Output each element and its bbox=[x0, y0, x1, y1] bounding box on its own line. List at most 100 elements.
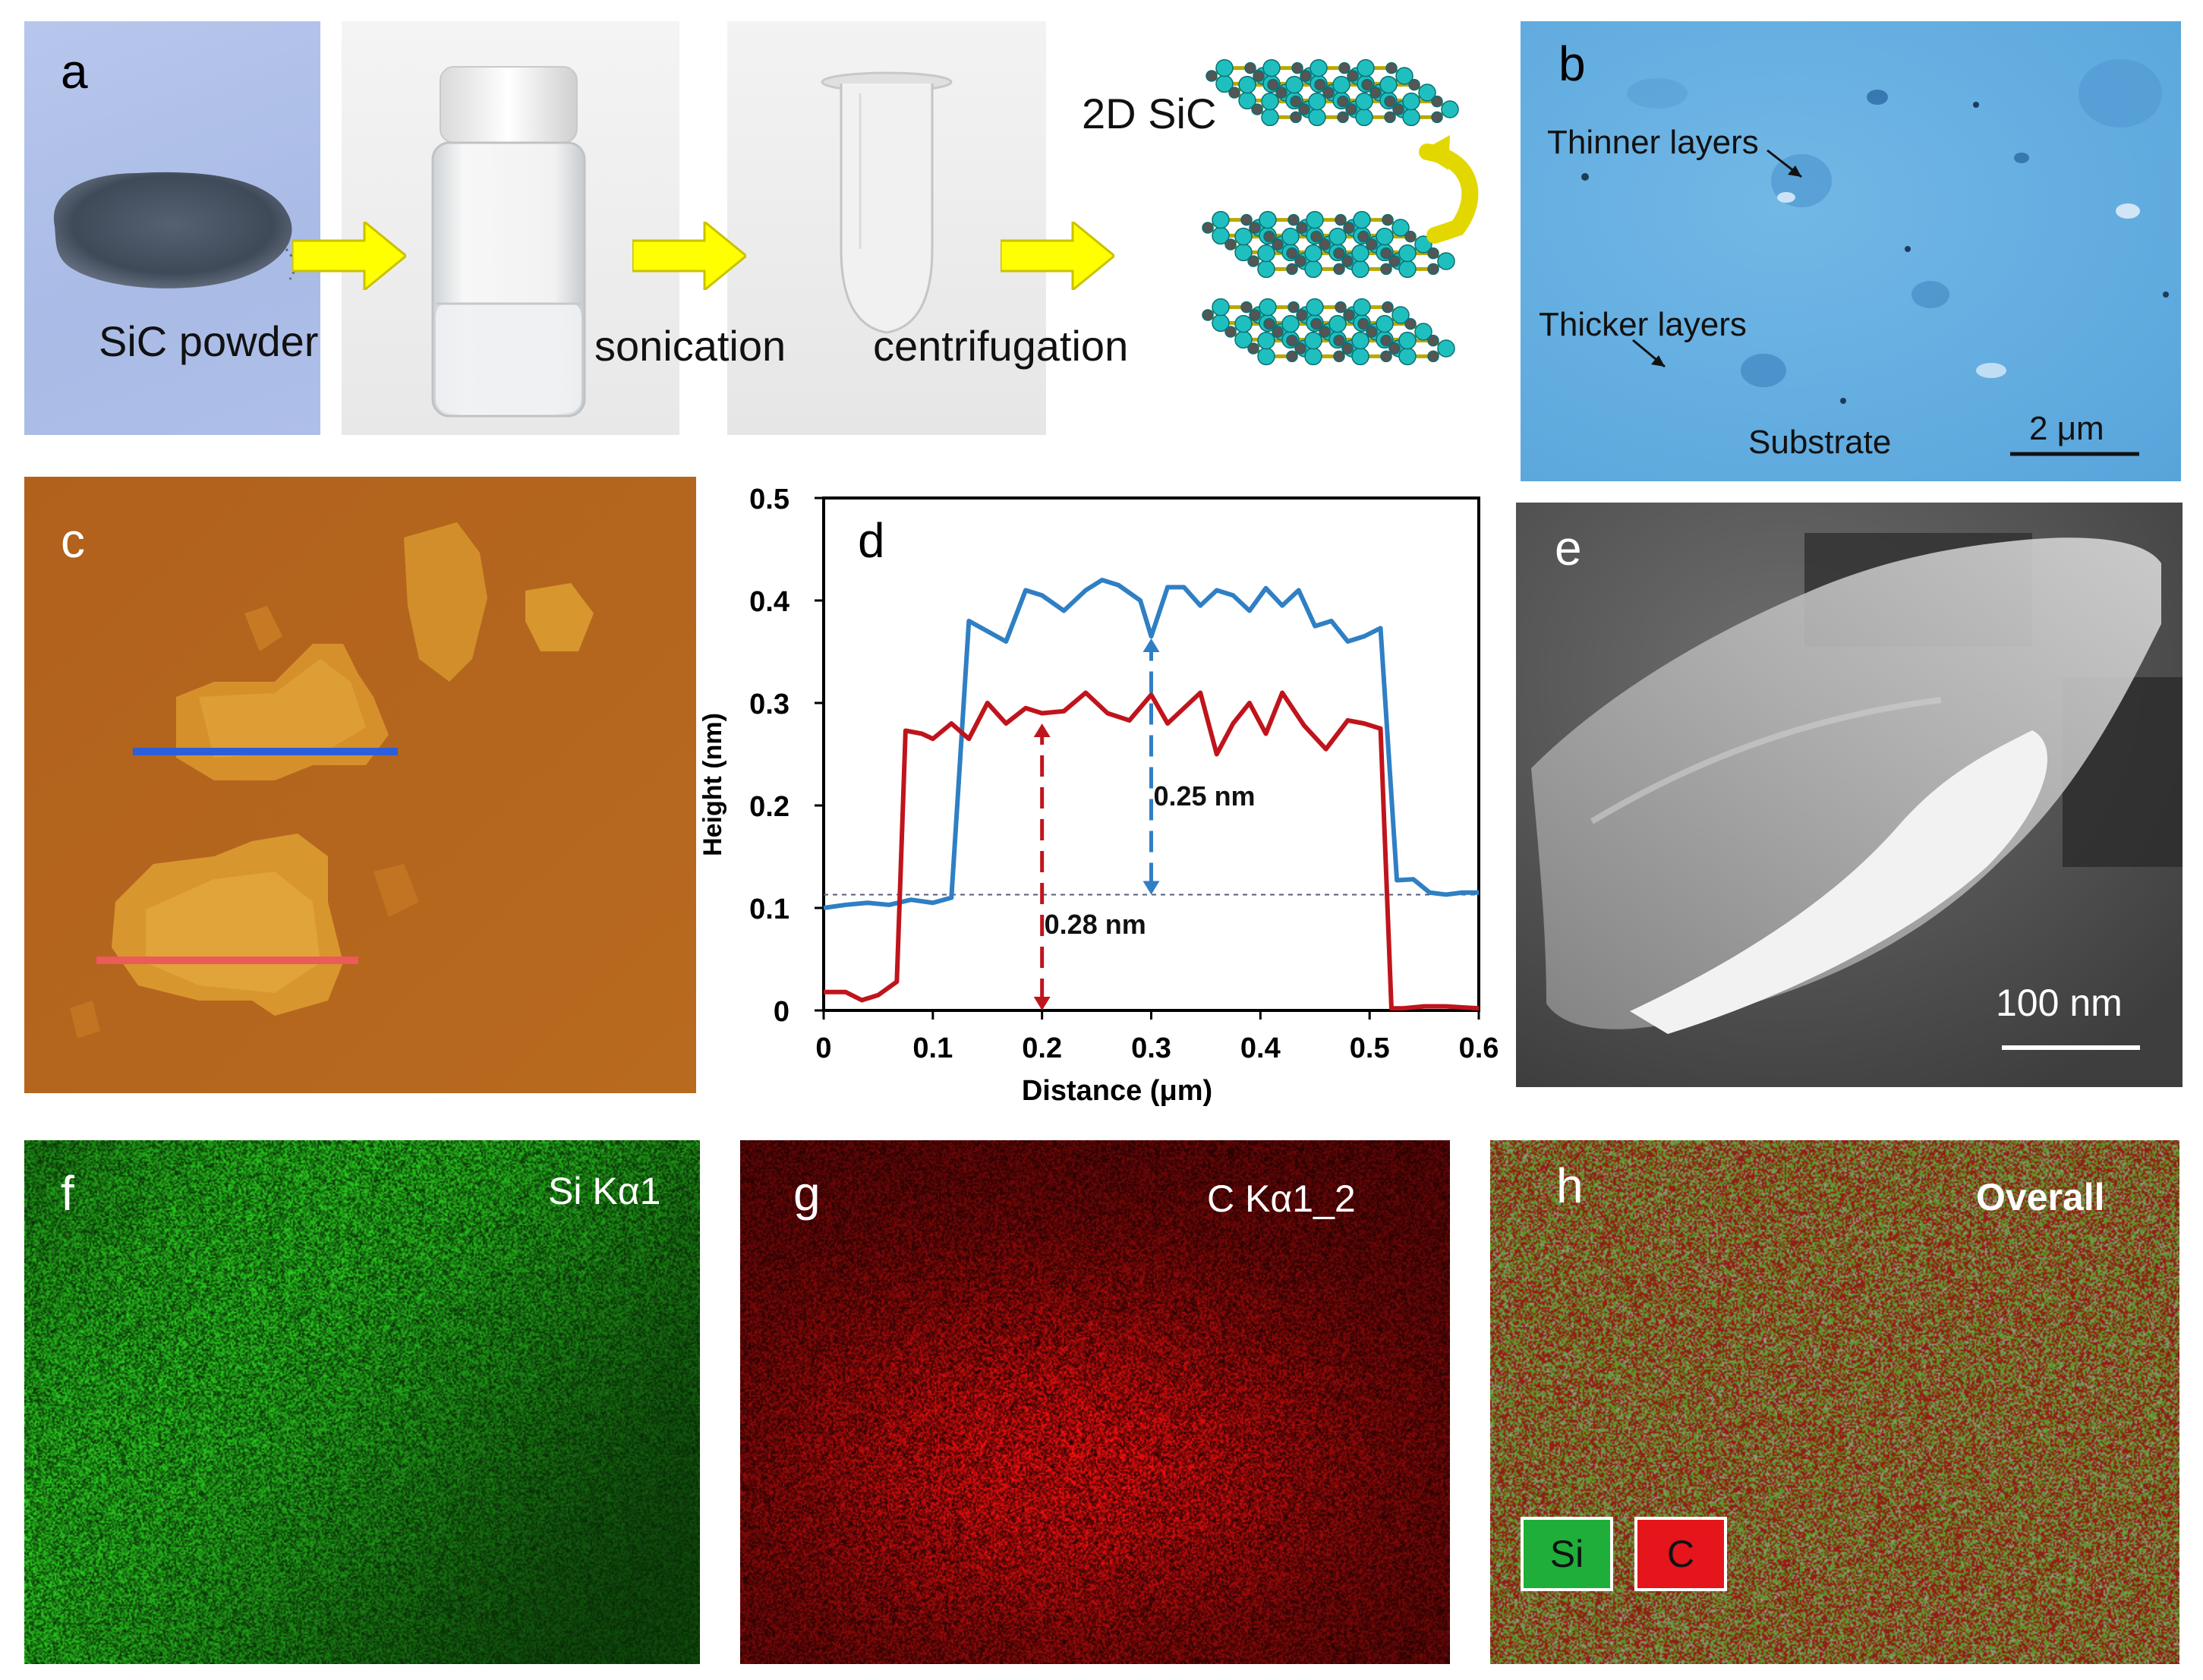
carbon-atom bbox=[1404, 317, 1417, 330]
panel-letter-e: e bbox=[1555, 521, 1582, 575]
carbon-atom bbox=[1380, 247, 1392, 260]
map-label-overall: Overall bbox=[1976, 1176, 2105, 1218]
panel-letter-a: a bbox=[61, 44, 88, 99]
silicon-atom bbox=[1398, 244, 1417, 263]
carbon-atom bbox=[1333, 350, 1345, 363]
silicon-atom bbox=[1304, 331, 1322, 350]
carbon-atom bbox=[1343, 222, 1355, 234]
height-profile-chart: 0 0.1 0.2 0.3 0.4 0.5 0.6 0 0.1 0.2 0.3 0.4 0.5 Dista… bbox=[683, 477, 1518, 1137]
silicon-atom bbox=[1328, 314, 1347, 333]
silicon-atom bbox=[1398, 347, 1417, 366]
carbon-atom bbox=[1341, 342, 1354, 355]
carbon-atom bbox=[1357, 230, 1369, 243]
silicon-atom bbox=[1437, 252, 1455, 270]
carbon-atom bbox=[1310, 230, 1322, 243]
silicon-atom bbox=[1353, 298, 1371, 317]
eds-map-c: C Kα1_2 bbox=[740, 1140, 1450, 1664]
silicon-atom bbox=[1351, 347, 1369, 366]
silicon-atom bbox=[1402, 92, 1420, 111]
silicon-atom bbox=[1257, 260, 1275, 279]
carbon-atom bbox=[1337, 111, 1349, 124]
carbon-atom bbox=[1244, 61, 1256, 74]
carbon-atom bbox=[1345, 103, 1357, 115]
carbon-atom bbox=[1366, 238, 1378, 251]
carbon-atom bbox=[1296, 309, 1308, 321]
blue-annotation-label: 0.25 nm bbox=[1154, 780, 1256, 812]
sic-lattice-illustration bbox=[1202, 58, 1479, 366]
red-arrow-head-top bbox=[1033, 723, 1051, 737]
silicon-atom bbox=[1281, 227, 1300, 246]
carbon-atom bbox=[1335, 213, 1347, 226]
carbon-atom bbox=[1380, 334, 1392, 347]
carbon-atom bbox=[1300, 70, 1312, 82]
silicon-atom bbox=[1257, 331, 1275, 350]
red-profile-line bbox=[824, 690, 1480, 1011]
vial-graphic bbox=[431, 66, 586, 418]
vial-photo bbox=[342, 21, 679, 435]
powder-pile-graphic bbox=[53, 172, 299, 288]
carbon-atom bbox=[1333, 247, 1345, 260]
silicon-atom bbox=[1402, 108, 1420, 127]
silicon-atom bbox=[1328, 227, 1347, 246]
x-tick-label: 0.3 bbox=[1131, 1032, 1171, 1064]
y-tick-label: 0.2 bbox=[749, 791, 789, 823]
carbon-atom bbox=[1382, 301, 1394, 314]
silicon-atom bbox=[1234, 314, 1253, 333]
caption-sonication: sonication bbox=[594, 322, 786, 370]
silicon-atom bbox=[1351, 331, 1369, 350]
panel-letter-d: d bbox=[858, 513, 885, 568]
carbon-atom bbox=[1206, 70, 1218, 82]
scale-bar-label-e: 100 nm bbox=[1996, 982, 2123, 1024]
exfoliation-arrow-head bbox=[1420, 135, 1450, 170]
carbon-atom bbox=[1224, 238, 1237, 251]
y-tick-label: 0.5 bbox=[749, 484, 789, 515]
centrifuge-tube-photo bbox=[727, 21, 1046, 435]
carbon-atom bbox=[1335, 301, 1347, 314]
label-thicker-layers: Thicker layers bbox=[1539, 306, 1747, 343]
silicon-atom bbox=[1376, 314, 1394, 333]
carbon-atom bbox=[1228, 87, 1240, 99]
silicon-atom bbox=[1398, 331, 1417, 350]
silicon-atom bbox=[1379, 75, 1398, 94]
legend-c: C bbox=[1634, 1517, 1727, 1591]
x-tick-label: 0.5 bbox=[1350, 1032, 1390, 1064]
carbon-atom bbox=[1333, 263, 1345, 276]
carbon-atom bbox=[1333, 334, 1345, 347]
scale-bar-label-b: 2 μm bbox=[2029, 410, 2104, 447]
carbon-atom bbox=[1202, 222, 1214, 234]
silicon-atom bbox=[1308, 108, 1326, 127]
carbon-atom bbox=[1357, 317, 1369, 330]
silicon-atom bbox=[1304, 347, 1322, 366]
carbon-atom bbox=[1310, 317, 1322, 330]
carbon-atom bbox=[1272, 326, 1284, 338]
carbon-atom bbox=[1384, 111, 1396, 124]
carbon-atom bbox=[1408, 78, 1420, 91]
map-label-si: Si Kα1 bbox=[548, 1170, 661, 1212]
red-arrow-head-bottom bbox=[1033, 997, 1051, 1010]
silicon-atom bbox=[1304, 244, 1322, 263]
caption-2d-sic: 2D SiC bbox=[1082, 90, 1217, 137]
silicon-atom bbox=[1391, 219, 1410, 237]
silicon-atom bbox=[1355, 108, 1373, 127]
process-arrow-1 bbox=[292, 222, 406, 290]
silicon-atom bbox=[1259, 298, 1277, 317]
carbon-atom bbox=[1366, 326, 1378, 338]
y-tick-label: 0.4 bbox=[749, 586, 789, 618]
panel-letter-c: c bbox=[61, 513, 85, 568]
carbon-atom bbox=[1275, 87, 1287, 99]
tube-graphic bbox=[821, 71, 953, 334]
legend-si: Si bbox=[1521, 1517, 1613, 1591]
optical-micrograph: Thinner layers Thicker layers Substrate … bbox=[1521, 21, 2181, 481]
red-annotation-label: 0.28 nm bbox=[1045, 909, 1146, 940]
y-tick-label: 0 bbox=[774, 996, 789, 1028]
x-tick-label: 0.1 bbox=[912, 1032, 953, 1064]
label-thinner-layers: Thinner layers bbox=[1547, 124, 1759, 161]
panel-letter-b: b bbox=[1558, 36, 1586, 91]
silicon-atom bbox=[1357, 58, 1375, 77]
carbon-atom bbox=[1322, 87, 1335, 99]
carbon-atom bbox=[1347, 70, 1359, 82]
sic-powder-photo bbox=[24, 21, 320, 435]
carbon-atom bbox=[1341, 255, 1354, 267]
carbon-atom bbox=[1319, 326, 1331, 338]
carbon-atom bbox=[1337, 95, 1349, 108]
